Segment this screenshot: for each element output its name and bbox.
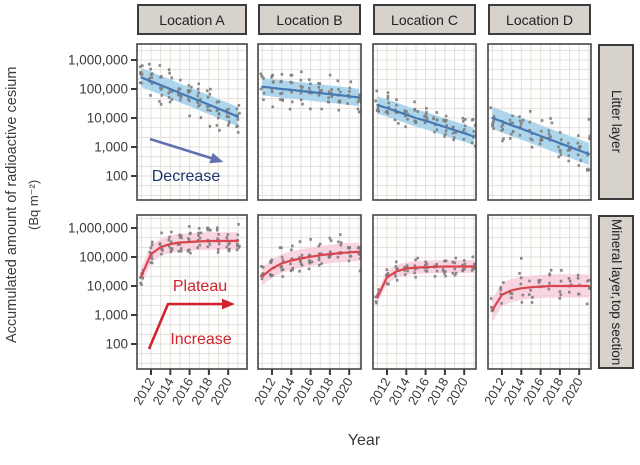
trend-line xyxy=(376,103,475,138)
facet-strip-label: Litter layer xyxy=(609,90,624,154)
trend-line xyxy=(491,284,591,311)
y-tick-label: 1,000,000 xyxy=(68,221,128,236)
panel-border xyxy=(136,214,248,370)
facet-strip-litter-layer: Litter layer xyxy=(598,44,634,200)
y-tick-label: 1,000 xyxy=(94,140,128,155)
facet-strip-label: Mineral layer, xyxy=(609,219,624,300)
panel-border xyxy=(136,43,248,201)
x-tick-label: 2020 xyxy=(328,375,355,408)
x-tick-label: 2020 xyxy=(558,375,585,408)
x-tick-label: 2020 xyxy=(207,375,234,408)
y-axis-unit: (Bq m⁻²) xyxy=(26,179,41,231)
increase-plateau-arrow xyxy=(147,298,235,350)
panel-border xyxy=(487,43,592,201)
x-tick-label: 2020 xyxy=(443,375,470,408)
y-tick-label: 10,000 xyxy=(87,111,128,126)
panel-litter-location-c xyxy=(372,43,477,201)
facet-strip-label: Location A xyxy=(159,11,225,28)
panel-border xyxy=(257,43,362,201)
annotation-decrease: Decrease xyxy=(151,168,221,185)
facet-strip-location-b: Location B xyxy=(258,4,361,35)
trend-line xyxy=(491,116,591,156)
y-axis-title-text: Accumulated amount of radioactive cesium xyxy=(4,66,20,344)
y-tick-label: 100 xyxy=(105,337,128,352)
y-tick-label: 100,000 xyxy=(79,82,128,97)
trend-line xyxy=(140,76,239,118)
trend-line xyxy=(261,85,360,99)
panel-litter-location-d xyxy=(487,43,592,201)
y-axis: 1,000,000 100,000 10,000 1,000 100 xyxy=(68,221,137,352)
annotation-increase: Increase xyxy=(170,331,232,348)
y-axis-title: Accumulated amount of radioactive cesium… xyxy=(1,15,45,395)
decrease-arrow xyxy=(149,137,224,164)
panel-border xyxy=(487,214,592,370)
y-axis: 1,000,000 100,000 10,000 1,000 100 xyxy=(68,53,137,184)
facet-strip-label: top section xyxy=(609,299,624,365)
facet-strip-location-c: Location C xyxy=(373,4,476,35)
trend-line xyxy=(261,250,360,278)
sample-points xyxy=(259,70,361,114)
facet-strip-mineral-layer: Mineral layer, top section xyxy=(598,215,634,369)
panel-background xyxy=(258,215,361,369)
facet-strip-label: Location B xyxy=(276,11,343,28)
panel-border xyxy=(372,43,477,201)
facet-strip-location-a: Location A xyxy=(137,4,247,35)
y-tick-label: 1,000,000 xyxy=(68,53,128,68)
y-tick-label: 10,000 xyxy=(87,279,128,294)
panel-litter-location-a xyxy=(136,43,248,201)
facet-strip-label: Location D xyxy=(506,11,573,28)
panel-border xyxy=(372,214,477,370)
facet-strip-label: Location C xyxy=(391,11,458,28)
y-tick-label: 100,000 xyxy=(79,250,128,265)
trend-line xyxy=(376,265,475,299)
y-tick-label: 1,000 xyxy=(94,308,128,323)
panel-background xyxy=(258,44,361,200)
trend-line xyxy=(140,239,239,278)
panel-border xyxy=(257,214,362,370)
panel-background xyxy=(373,215,476,369)
x-axis-title: Year xyxy=(347,432,381,449)
panel-litter-location-b xyxy=(257,43,362,201)
facet-strip-location-d: Location D xyxy=(488,4,591,35)
annotation-plateau: Plateau xyxy=(172,278,228,295)
y-tick-label: 100 xyxy=(105,169,128,184)
